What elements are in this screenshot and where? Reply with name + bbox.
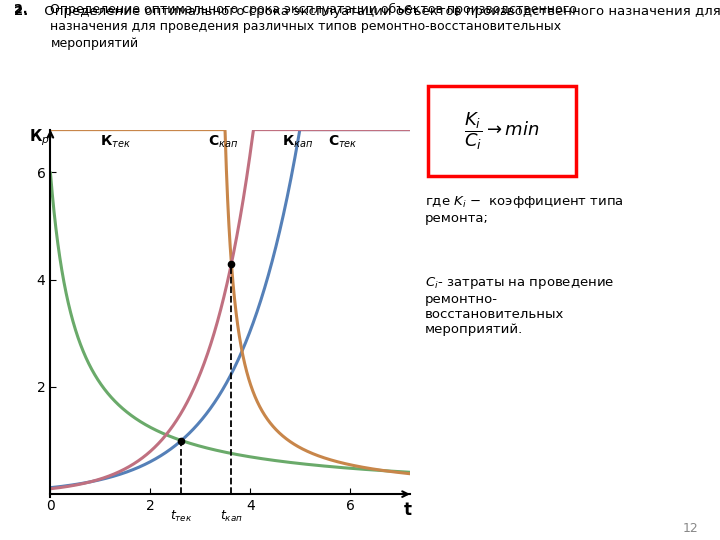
Text: $\dfrac{K_i}{C_i} \rightarrow \mathit{min}$: $\dfrac{K_i}{C_i} \rightarrow \mathit{mi… [464, 110, 540, 152]
Text: $t_{кап}$: $t_{кап}$ [220, 509, 243, 524]
Text: К$_р$: К$_р$ [29, 127, 50, 148]
Text: С$_{тек}$: С$_{тек}$ [328, 134, 358, 150]
Text: Определение оптимального срока эксплуатации объектов производственного
назначени: Определение оптимального срока эксплуата… [50, 3, 577, 50]
Text: 2.: 2. [14, 5, 29, 18]
Text: Определение оптимального срока эксплуатации объектов производственного назначени: Определение оптимального срока эксплуата… [40, 5, 720, 18]
Text: 2.: 2. [14, 3, 28, 16]
Text: К$_{тек}$: К$_{тек}$ [100, 134, 131, 150]
Text: t: t [404, 501, 412, 519]
Text: С$_{кап}$: С$_{кап}$ [208, 134, 238, 150]
Text: К$_{кап}$: К$_{кап}$ [282, 134, 313, 150]
Text: 12: 12 [683, 522, 698, 535]
Text: $t_{тек}$: $t_{тек}$ [170, 509, 193, 524]
Text: $C_i$- затраты на проведение
ремонтно-
восстановительных
мероприятий.: $C_i$- затраты на проведение ремонтно- в… [425, 275, 614, 336]
Text: где $K_i$ −  коэффициент типа
ремонта;: где $K_i$ − коэффициент типа ремонта; [425, 194, 624, 225]
